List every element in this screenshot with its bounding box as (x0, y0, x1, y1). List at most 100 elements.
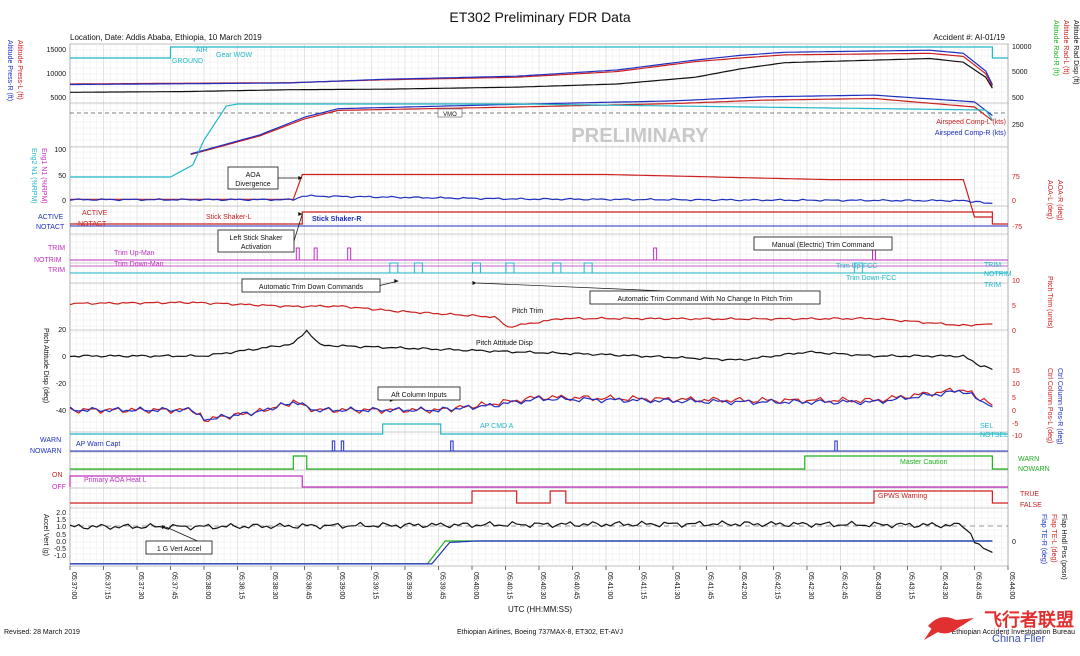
callout-aoa-divergence-text: Divergence (235, 181, 271, 188)
label-stick-shaker-r: Stick Shaker-R (312, 216, 361, 223)
x-tick-label: 05:42:30 (807, 572, 814, 599)
label-notrim-right: NOTRIM (984, 271, 1012, 278)
label-airspeed-r: Airspeed Comp-R (kts) (935, 130, 1006, 137)
right-tick-ctrl-col: 15 (1012, 368, 1020, 375)
callout-auto-trim-down-arrowhead (394, 279, 399, 283)
vmo-box (437, 108, 463, 118)
left-axis-title-alt-press-l: Altitude Press-L (ft) (16, 40, 23, 100)
label-notact-red: NOTACT (78, 221, 107, 228)
right-tick-ctrl-col: 5 (1012, 395, 1016, 402)
label-trim-right-top: TRIM (984, 262, 1001, 269)
x-tick-label: 05:38:15 (238, 572, 245, 599)
label-trim-right-bottom: TRIM (984, 282, 1001, 289)
x-tick-label: 05:39:30 (405, 572, 412, 599)
callout-auto-trim-nochange-arrowhead (472, 281, 477, 285)
right-axis-title-flap-te-r: Flap TE-R (deg) (1040, 514, 1047, 564)
left-tick-n1: 50 (58, 173, 66, 180)
right-axis-title-pitch-trim: Pitch Trim (units) (1046, 276, 1053, 329)
series-ctrl-column-pos-l-deg (69, 387, 993, 423)
x-tick-label: 05:43:15 (908, 572, 915, 599)
x-tick-label: 05:41:15 (640, 572, 647, 599)
left-tick-alt: 5000 (50, 95, 66, 102)
label-master-caution: Master Caution (900, 459, 948, 466)
callout-auto-trim-nochange-box (589, 290, 821, 305)
track-gpws (70, 490, 1008, 504)
track-aoa-heat (69, 475, 1008, 488)
right-tick-pitch-trim: 10 (1012, 278, 1020, 285)
callout-vert-accel-box (145, 540, 213, 555)
label-vmo: VMO (443, 112, 457, 118)
label-gear-wow: Gear WOW (216, 52, 253, 59)
left-axis-title-eng1-n1: Eng1 N1 (%RPM) (40, 148, 47, 204)
right-axis-title-flap-hndl: Flap Hndl Pos (posn) (1060, 514, 1067, 580)
label-trim-bottom: TRIM (48, 267, 65, 274)
right-tick-alt-rad: 500 (1012, 95, 1024, 102)
left-tick-accel: 1.5 (56, 517, 66, 524)
label-warn-green: WARN (1018, 456, 1039, 463)
callout-vert-accel-text: 1 G Vert Accel (157, 546, 202, 553)
x-tick-label: 05:38:00 (204, 572, 211, 599)
x-tick-label: 05:37:30 (137, 572, 144, 599)
bureau-name: Ethiopian Accident Investigation Bureau (952, 629, 1075, 636)
series-altitude-press-r-ft (70, 49, 993, 86)
x-tick-label: 05:41:00 (606, 572, 613, 599)
label-trim-up-fcc: Trim Up-FCC (836, 263, 877, 270)
left-tick-pitch: 0 (62, 354, 66, 361)
series-eng2-n1-rpm (70, 103, 993, 178)
label-trim-down-fcc: Trim Down-FCC (846, 275, 896, 282)
left-axis-title-alt-press-r: Altitude Press-R (ft) (6, 40, 13, 101)
x-tick-label: 05:43:45 (975, 572, 982, 599)
label-pitch-attitude: Pitch Attitude Disp (476, 340, 533, 347)
x-tick-label: 05:37:45 (171, 572, 178, 599)
label-warn: WARN (40, 437, 61, 444)
callout-aoa-divergence-box (227, 166, 279, 190)
x-tick-label: 05:41:45 (707, 572, 714, 599)
track-stick-shaker-l (70, 211, 1008, 225)
aircraft-info: Ethiopian Airlines, Boeing 737MAX-8, ET3… (457, 629, 623, 636)
left-tick-accel: -1.0 (54, 553, 66, 560)
left-tick-accel: 2.0 (56, 510, 66, 517)
right-tick-ctrl-col: 0 (1012, 408, 1016, 415)
series-layer (69, 49, 993, 565)
callout-manual-trim-box (753, 236, 893, 251)
callout-aoa-divergence-arrowhead (298, 176, 303, 180)
left-tick-accel: 0.5 (56, 532, 66, 539)
series-pitch-attitude-disp-deg (69, 329, 993, 371)
label-aoa-heat: Primary AOA Heat L (84, 477, 147, 484)
track-ap-cmd-a (70, 423, 1008, 435)
revised-date: Revised: 28 March 2019 (4, 629, 80, 636)
series-aoa-r-deg (69, 194, 993, 204)
x-tick-label: 05:43:30 (941, 572, 948, 599)
logo-text: 飞行者联盟 (984, 609, 1074, 630)
x-tick-label: 05:39:15 (372, 572, 379, 599)
x-tick-label: 05:37:00 (70, 572, 77, 599)
x-tick-label: 05:40:30 (539, 572, 546, 599)
label-ap-cmd-a: AP CMD A (480, 423, 514, 430)
label-ground: GROUND (172, 58, 203, 65)
left-tick-alt: 15000 (47, 47, 67, 54)
callout-auto-trim-nochange-text: Automatic Trim Command With No Change In… (617, 296, 792, 303)
left-axis-title-pitch-attitude: Pitch Attitude Disp (deg) (42, 328, 49, 403)
left-axis-title-eng2-n1: Eng2 N1 (%RPM) (30, 148, 37, 204)
label-stick-shaker-l: Stick Shaker-L (206, 214, 252, 221)
x-tick-label: 05:42:15 (774, 572, 781, 599)
series-flap-te-r-deg (70, 540, 993, 565)
logo-subtext: China Flier (992, 633, 1046, 645)
right-axis-title-aoa-r: AOA-R (deg) (1056, 180, 1063, 220)
right-tick-aoa: 75 (1012, 174, 1020, 181)
x-tick-label: 05:43:00 (874, 572, 881, 599)
left-tick-accel: 1.0 (56, 524, 66, 531)
left-tick-alt: 10000 (47, 71, 67, 78)
label-nowarn-green: NOWARN (1018, 466, 1050, 473)
series-accel-vert-g (69, 520, 993, 553)
left-tick-accel: -0.5 (54, 546, 66, 553)
right-tick-alt-rad: 5000 (1012, 69, 1028, 76)
label-air: AIR (196, 47, 208, 54)
label-on: ON (52, 472, 63, 479)
right-tick-flap: 0 (1012, 539, 1016, 546)
accident-number: Accident #: AI-01/19 (933, 33, 1005, 42)
label-notsel: NOTSEL (980, 432, 1008, 439)
right-tick-ctrl-col: -5 (1012, 421, 1018, 428)
location-date: Location, Date: Addis Ababa, Ethiopia, 1… (70, 33, 262, 42)
label-ap-warn-capt: AP Warn Capt (76, 441, 120, 448)
